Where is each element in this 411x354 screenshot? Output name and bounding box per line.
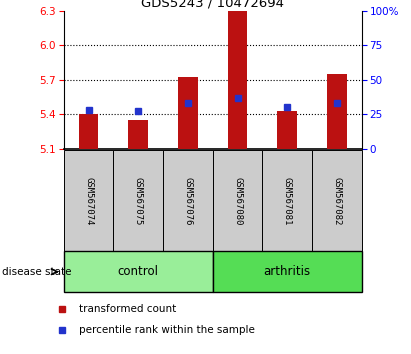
Text: GSM567075: GSM567075 — [134, 177, 143, 225]
Bar — [178, 77, 198, 149]
Text: percentile rank within the sample: percentile rank within the sample — [79, 325, 255, 336]
Bar — [262, 150, 312, 251]
Title: GDS5243 / 10472694: GDS5243 / 10472694 — [141, 0, 284, 10]
Text: GSM567074: GSM567074 — [84, 177, 93, 225]
Bar — [64, 150, 113, 251]
Text: control: control — [118, 265, 159, 278]
Text: GSM567081: GSM567081 — [283, 177, 292, 225]
Bar — [228, 11, 247, 149]
Text: disease state: disease state — [2, 267, 72, 277]
Text: GSM567080: GSM567080 — [233, 177, 242, 225]
Bar — [213, 251, 362, 292]
Text: GSM567076: GSM567076 — [183, 177, 192, 225]
Bar — [163, 150, 213, 251]
Bar — [64, 251, 213, 292]
Bar — [312, 150, 362, 251]
Bar — [213, 150, 262, 251]
Bar — [113, 150, 163, 251]
Text: transformed count: transformed count — [79, 304, 176, 314]
Bar — [79, 114, 99, 149]
Text: arthritis: arthritis — [263, 265, 311, 278]
Bar — [327, 74, 347, 149]
Bar — [128, 120, 148, 149]
Bar — [277, 111, 297, 149]
Text: GSM567082: GSM567082 — [332, 177, 342, 225]
